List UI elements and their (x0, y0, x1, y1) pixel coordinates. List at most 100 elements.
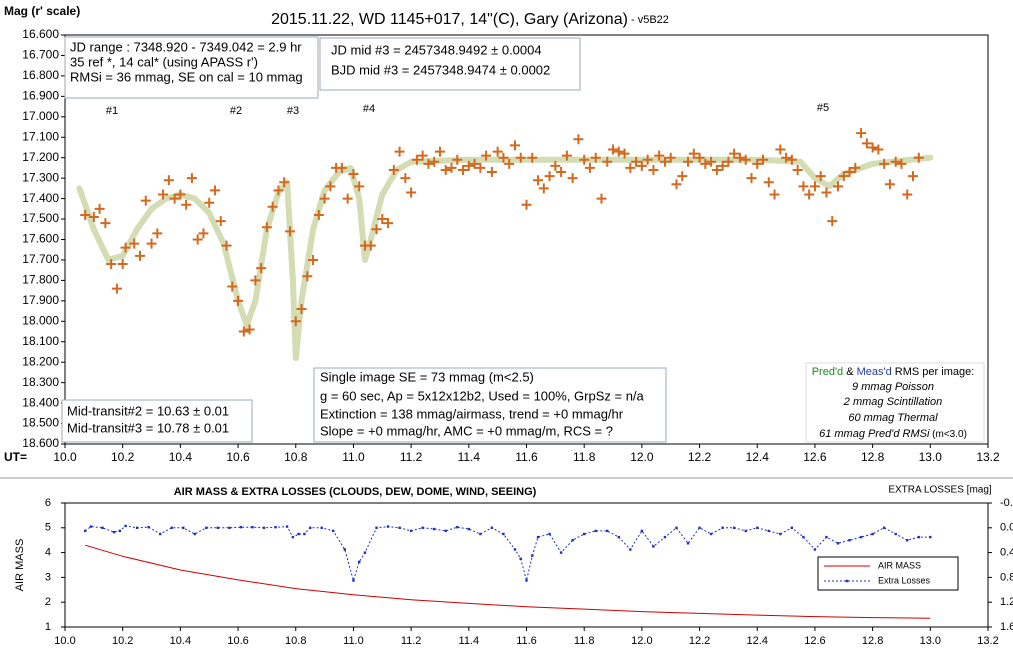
data-point (677, 171, 688, 182)
series-marker (502, 532, 505, 536)
data-point (250, 275, 261, 286)
x-tick-label: 12.4 (746, 450, 770, 464)
data-point (763, 177, 774, 188)
x-tick-label: 10.6 (227, 635, 248, 647)
data-point (492, 146, 503, 157)
series-marker (205, 526, 208, 529)
data-point (809, 181, 820, 192)
data-point (261, 222, 272, 233)
data-point (792, 164, 803, 175)
data-point (463, 160, 474, 171)
series-marker (848, 539, 851, 542)
data-point (377, 214, 388, 225)
x-tick-label: 12.8 (861, 450, 885, 464)
data-point (596, 193, 607, 204)
legend (817, 556, 959, 591)
series-marker (813, 548, 817, 551)
series-marker (375, 526, 378, 529)
series-marker (825, 535, 828, 539)
rms-box (805, 362, 985, 443)
data-point (100, 218, 111, 229)
data-point (538, 183, 549, 194)
text-box-line: BJD mid #3 = 2457348.9474 ± 0.0002 (331, 62, 550, 77)
data-point (267, 201, 278, 212)
x-tick-label: 10.4 (169, 450, 193, 464)
data-point (209, 185, 220, 196)
series-marker (513, 548, 517, 551)
series-marker (358, 560, 361, 564)
series-marker (479, 532, 482, 536)
rms-heading-part: & (843, 366, 856, 378)
series-marker (182, 526, 185, 529)
data-point (475, 162, 486, 173)
x-tick-label: 10.8 (285, 635, 306, 647)
series-marker (652, 545, 655, 548)
data-point (579, 154, 590, 165)
data-point (561, 150, 572, 161)
x-tick-label: 10.2 (112, 635, 133, 647)
series-marker (663, 535, 667, 539)
data-point (302, 271, 313, 282)
y-tick-label: 18.500 (22, 416, 59, 430)
rms-line: 60 mmag Thermal (848, 412, 938, 424)
series-marker (548, 532, 551, 536)
data-point (804, 189, 815, 200)
series-marker (135, 526, 139, 529)
chart-title: AIR MASS & EXTRA LOSSES (CLOUDS, DEW, DO… (174, 486, 537, 498)
y-tick-label: 17.400 (22, 191, 59, 205)
data-point (308, 254, 319, 265)
data-point (856, 128, 867, 139)
x-tick-label: 11.0 (342, 450, 365, 464)
y-tick-label: 16.600 (22, 27, 59, 41)
data-point (884, 179, 895, 190)
data-point (659, 156, 670, 167)
series-marker (409, 529, 413, 533)
series-marker (744, 529, 747, 533)
x-tick-label: 12.6 (803, 450, 827, 464)
data-point (775, 144, 786, 155)
data-point (740, 154, 751, 165)
data-point (186, 173, 197, 184)
data-point (688, 148, 699, 159)
y2-tick-label: -0.4 (1000, 497, 1013, 509)
data-point (423, 158, 434, 169)
series-marker (617, 535, 620, 539)
data-point (256, 263, 267, 274)
data-point (694, 152, 705, 163)
series-marker (251, 525, 254, 529)
series-marker (352, 579, 355, 582)
series-marker (790, 526, 794, 529)
data-point (711, 164, 722, 175)
x-tick-label: 11.2 (401, 635, 422, 647)
y-tick-label: 16.700 (22, 48, 59, 62)
y-axis-label: AIR MASS (14, 539, 26, 592)
series-marker (767, 529, 770, 533)
series-marker (606, 529, 609, 533)
data-point (729, 148, 740, 159)
series-marker (386, 525, 390, 528)
series-marker (594, 529, 597, 533)
data-point (129, 238, 140, 249)
data-point (550, 160, 561, 171)
data-point (146, 238, 157, 249)
annotation: #5 (817, 102, 829, 114)
series-marker (640, 529, 644, 533)
x-tick-label: 13.0 (920, 635, 941, 647)
data-point (198, 228, 209, 239)
data-point (504, 158, 515, 169)
data-point (533, 175, 544, 186)
y-tick-label: 17.000 (22, 109, 59, 123)
data-point (584, 162, 595, 173)
series-marker (467, 527, 471, 531)
data-point (769, 189, 780, 200)
text-box-line: Mid-transit#2 = 10.63 ± 0.01 (67, 403, 229, 418)
rms-line-text: 61 mmag Pred'd RMSi (819, 428, 930, 440)
y-tick-label: 16.900 (22, 89, 59, 103)
y-tick-label: 18.200 (22, 354, 59, 368)
rms-line: 61 mmag Pred'd RMSi (m<3.0) (819, 428, 967, 440)
text-box (64, 36, 319, 99)
rms-heading-part: Meas'd (857, 366, 892, 378)
data-point (394, 146, 405, 157)
rms-line: 9 mmag Poisson (852, 381, 934, 393)
data-point (158, 189, 169, 200)
